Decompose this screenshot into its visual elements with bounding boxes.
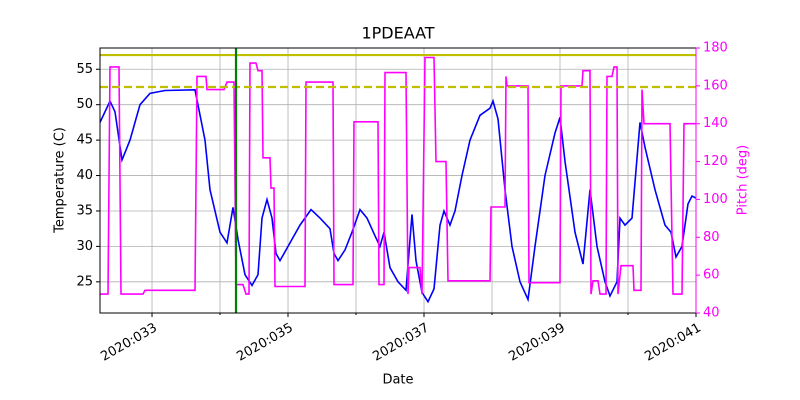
x-tick-label: 2020:037 bbox=[370, 321, 431, 365]
y2-tick-label: 80 bbox=[703, 230, 720, 245]
y-tick-label: 55 bbox=[76, 62, 93, 77]
y-tick-label: 50 bbox=[76, 97, 93, 112]
y2-axis-label: Pitch (deg) bbox=[736, 145, 751, 215]
y2-tick-label: 40 bbox=[703, 306, 720, 321]
y2-tick-label: 100 bbox=[703, 192, 728, 207]
chart-title: 1PDEAAT bbox=[361, 24, 434, 43]
x-tick-label: 2020:041 bbox=[642, 321, 703, 365]
y-axis-label: Temperature (C) bbox=[53, 127, 68, 234]
series-line bbox=[100, 56, 696, 295]
y2-tick-label: 140 bbox=[703, 116, 728, 131]
series-line bbox=[100, 88, 696, 304]
y2-tick-label: 160 bbox=[703, 78, 728, 93]
y2-tick-label: 180 bbox=[703, 41, 728, 56]
y-tick-label: 25 bbox=[76, 274, 93, 289]
y-tick-label: 45 bbox=[76, 133, 93, 148]
x-tick-label: 2020:033 bbox=[98, 321, 159, 365]
y-tick-label: 30 bbox=[76, 239, 93, 254]
x-tick-label: 2020:039 bbox=[506, 321, 567, 365]
x-tick-label: 2020:035 bbox=[234, 321, 295, 365]
x-axis-label: Date bbox=[382, 373, 413, 388]
y-tick-label: 35 bbox=[76, 203, 93, 218]
y2-tick-label: 120 bbox=[703, 154, 728, 169]
y-tick-label: 40 bbox=[76, 168, 93, 183]
plot bbox=[100, 48, 696, 313]
y2-tick-label: 60 bbox=[703, 268, 720, 283]
